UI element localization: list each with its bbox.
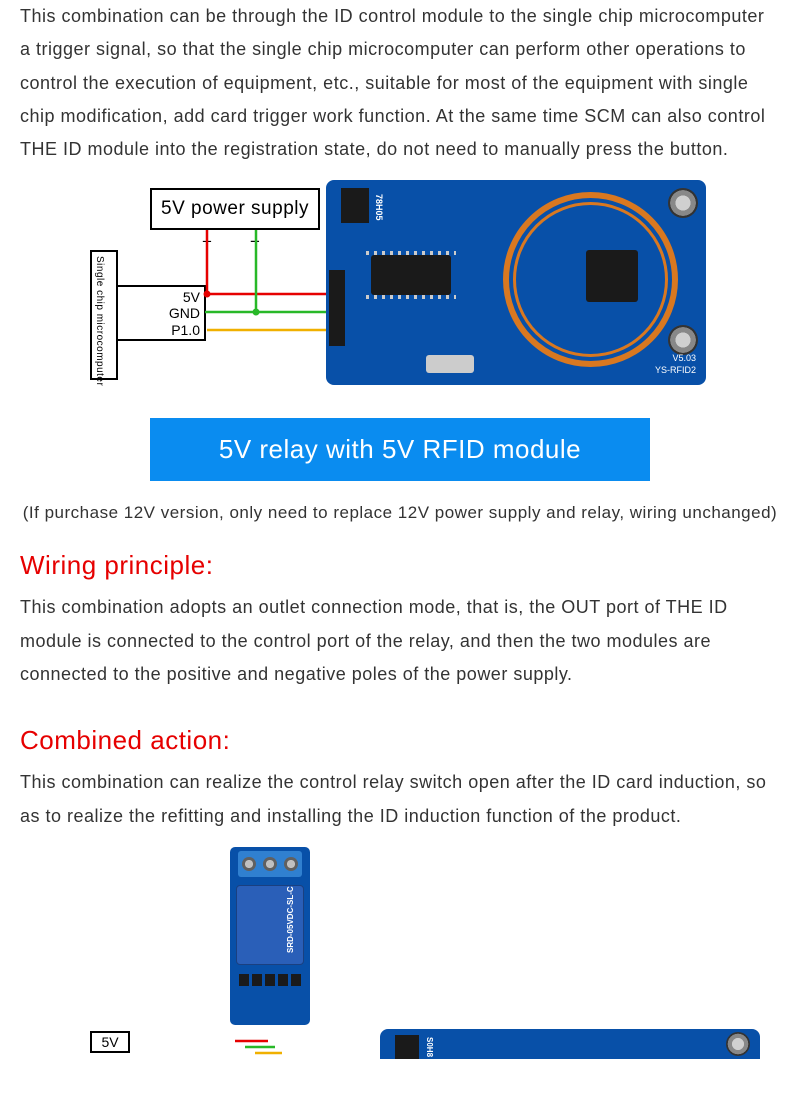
reset-button [426,355,474,373]
regulator-label-2: S0H8 [425,1037,434,1057]
relay-module: SRD-05VDC-SL-C [230,847,310,1025]
relay-components [236,971,304,1019]
wiring-diagram-1: 5V power supply + − Single chip microcom… [20,180,780,390]
terminal-block [238,851,302,877]
pcb-name: YS-RFID2 [655,365,696,375]
terminal-screw [284,857,298,871]
wiring-principle-text: This combination adopts an outlet connec… [20,591,780,691]
regulator-label: 78H05 [374,194,384,221]
intro-paragraph: This combination can be through the ID c… [20,0,780,166]
regulator-chip [341,188,369,223]
mounting-hole-3 [726,1032,750,1056]
terminal-screw [242,857,256,871]
pin-5v: 5V [183,289,200,305]
pin-header [329,270,345,346]
terminal-screw [263,857,277,871]
combined-action-text: This combination can realize the control… [20,766,780,833]
banner-subnote: (If purchase 12V version, only need to r… [20,499,780,528]
mounting-hole-1 [668,188,698,218]
mcu-label: Single chip microcomputer [94,256,105,386]
rfid-pcb-2: S0H8 [380,1029,760,1059]
polarity-marks: + − [202,232,260,252]
pcb-version: V5.03 [672,353,696,363]
minus-mark: − [250,232,260,252]
combined-action-heading: Combined action: [20,725,780,756]
blue-banner: 5V relay with 5V RFID module [150,418,650,481]
relay-model-text: SRD-05VDC-SL-C [286,886,295,953]
rfid-pcb: 78H05 V5.03 YS-RFID2 [326,180,706,385]
pin-labels: 5V GND P1.0 [118,285,206,341]
bottom-5v-box: 5V [90,1031,130,1053]
wiring-principle-heading: Wiring principle: [20,550,780,581]
power-supply-box: 5V power supply [150,188,320,230]
antenna-coil [503,192,678,367]
plus-mark: + [202,232,212,252]
regulator-chip-2 [395,1035,419,1059]
ic-chip-1 [371,255,451,295]
wiring-diagram-2: SRD-05VDC-SL-C 5V S0H8 [210,847,770,1057]
pin-p10: P1.0 [171,322,200,338]
mounting-hole-2 [668,325,698,355]
pin-gnd: GND [169,305,200,321]
